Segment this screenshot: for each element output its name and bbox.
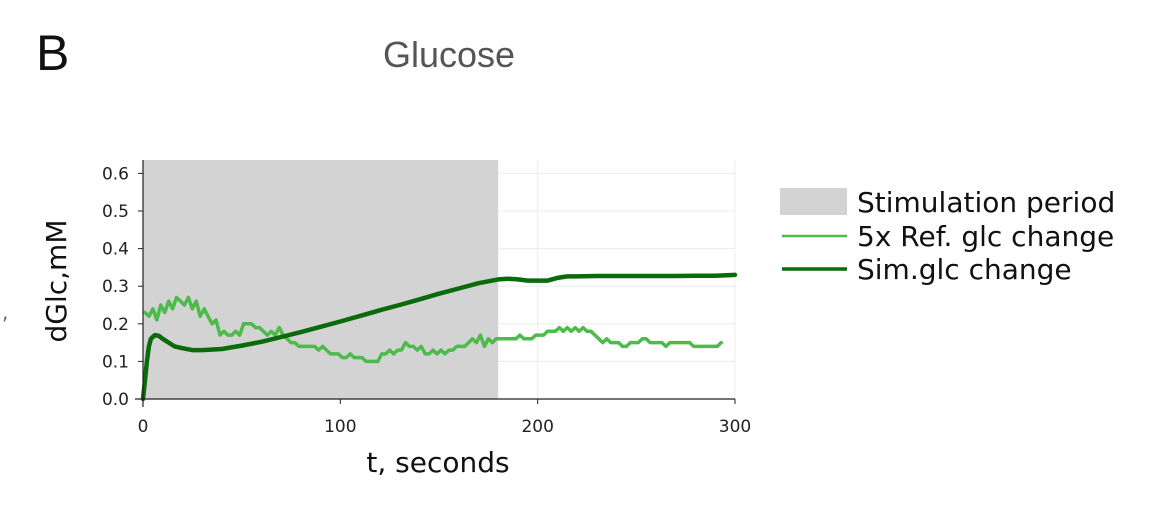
tick-layer: 0 100 200 300 0.0 0.1 0.2 0.3 0.4 0.5 0.6 xyxy=(102,164,751,437)
axes-layer xyxy=(135,160,735,407)
y-tick-label: 0.5 xyxy=(102,202,129,222)
y-tick-label: 0.2 xyxy=(102,315,129,335)
legend-label-ref-glc: 5x Ref. glc change xyxy=(857,220,1114,253)
y-axis-label: dGlc,mM xyxy=(40,220,73,343)
x-axis-label: t, seconds xyxy=(366,446,509,479)
x-tick-label: 300 xyxy=(719,417,751,437)
legend-label-sim-glc: Sim.glc change xyxy=(857,253,1072,286)
chart-title: Glucose xyxy=(383,34,516,75)
series-line-sim-glc xyxy=(140,272,738,402)
series-line-ref-glc xyxy=(143,295,723,364)
y-tick-label: 0.4 xyxy=(102,240,129,260)
stimulation-period-region xyxy=(143,160,499,399)
legend-swatch-stimulation-period xyxy=(780,188,847,215)
x-tick-label: 100 xyxy=(324,417,356,437)
y-tick-label: 0.0 xyxy=(102,390,129,410)
series-layer xyxy=(140,272,738,402)
panel-label: B xyxy=(36,25,70,81)
stray-mark: , xyxy=(2,300,9,324)
stimulation-region-layer xyxy=(143,160,499,399)
x-tick-label: 200 xyxy=(521,417,553,437)
legend-label-stimulation-period: Stimulation period xyxy=(857,186,1115,219)
y-tick-label: 0.1 xyxy=(102,352,129,372)
y-tick-label: 0.3 xyxy=(102,277,129,297)
y-tick-label: 0.6 xyxy=(102,164,129,184)
x-tick-label: 0 xyxy=(138,417,149,437)
